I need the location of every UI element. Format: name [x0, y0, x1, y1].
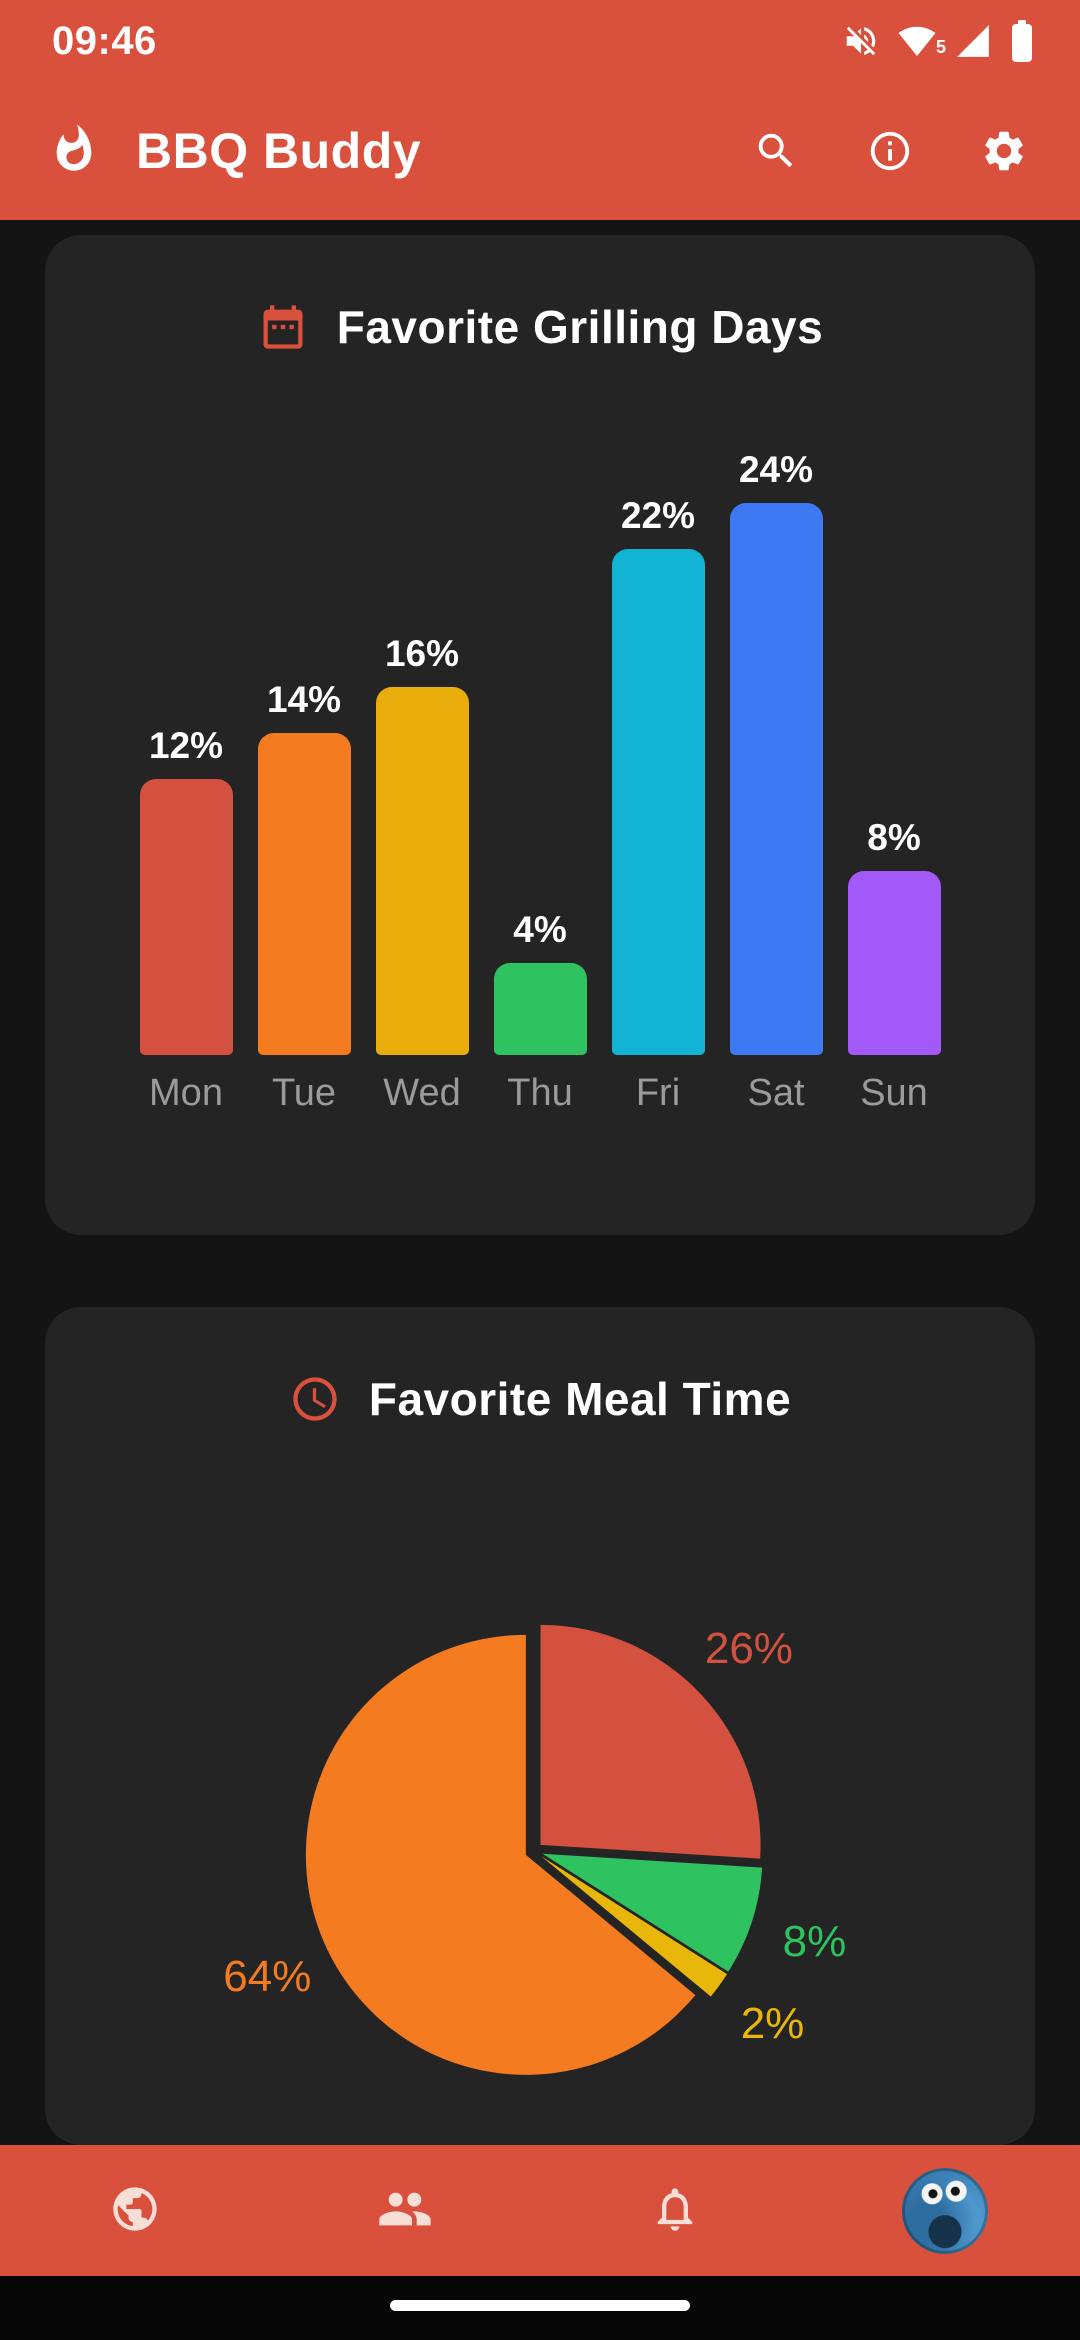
- bar-value-label: 22%: [620, 495, 696, 536]
- bar: [611, 549, 705, 1055]
- main-content: Favorite Grilling Days 12% Mon 14% Tue 16% We…: [0, 220, 1080, 2145]
- bar-category-label: Sat: [747, 1072, 805, 1114]
- grilling-days-title-text: Favorite Grilling Days: [336, 301, 824, 353]
- pie-slice: [305, 1634, 696, 2075]
- bar-chart: 12% Mon 14% Tue 16% Wed 4% Thu 22% Fri 24% Sat 8% Sun: [45, 449, 1035, 1115]
- grilling-days-card-title: Favorite Grilling Days: [45, 301, 1035, 353]
- settings-button[interactable]: [976, 123, 1032, 179]
- bottom-nav: [0, 2145, 1080, 2276]
- status-bar: 09:46 5: [0, 0, 1080, 82]
- battery-icon: [1010, 20, 1034, 62]
- globe-icon: [109, 2183, 161, 2238]
- bar-value-label: 4%: [513, 909, 567, 950]
- bar: [139, 779, 233, 1055]
- gear-icon: [980, 127, 1028, 175]
- bar-category-label: Thu: [507, 1072, 573, 1114]
- bell-icon: [649, 2183, 701, 2238]
- bar-category-label: Fri: [635, 1072, 681, 1114]
- bar-category-label: Mon: [149, 1072, 223, 1114]
- gesture-area: [0, 2276, 1080, 2340]
- nav-notifications-button[interactable]: [540, 2145, 810, 2276]
- meal-time-title-text: Favorite Meal Time: [368, 1373, 792, 1425]
- home-indicator[interactable]: [390, 2300, 690, 2311]
- pie-slice-label: 26%: [704, 1624, 793, 1674]
- avatar: [902, 2167, 988, 2254]
- bar: [375, 687, 469, 1055]
- volume-muted-icon: [842, 22, 880, 60]
- app-bar-actions: [748, 123, 1032, 179]
- bar-column-mon: 12% Mon: [139, 725, 233, 1115]
- wifi-generation-badge: 5: [935, 37, 946, 57]
- wifi-icon: 5: [898, 22, 946, 60]
- bar: [847, 871, 941, 1055]
- status-time: 09:46: [52, 18, 157, 63]
- bar-column-tue: 14% Tue: [257, 679, 351, 1115]
- clock-icon: [289, 1373, 341, 1425]
- info-button[interactable]: [862, 123, 918, 179]
- pie-svg: [305, 1624, 763, 2075]
- people-icon: [377, 2181, 433, 2240]
- grilling-days-card: Favorite Grilling Days 12% Mon 14% Tue 16% We…: [45, 235, 1035, 1235]
- bar: [493, 963, 587, 1055]
- meal-time-card-title: Favorite Meal Time: [45, 1373, 1035, 1425]
- bar-category-label: Wed: [383, 1072, 461, 1114]
- pie-slice-label: 8%: [782, 1917, 847, 1967]
- bar: [729, 503, 823, 1055]
- nav-community-button[interactable]: [270, 2145, 540, 2276]
- nav-explore-button[interactable]: [0, 2145, 270, 2276]
- bar: [257, 733, 351, 1055]
- meal-time-card: Favorite Meal Time 26% 8% 2% 64%: [45, 1307, 1035, 2145]
- nav-profile-button[interactable]: [810, 2145, 1080, 2276]
- pie-slice-label: 2%: [740, 1999, 805, 2049]
- app-title: BBQ Buddy: [136, 123, 422, 179]
- bar-category-label: Tue: [271, 1072, 337, 1114]
- bar-value-label: 24%: [738, 449, 814, 490]
- search-button[interactable]: [748, 123, 804, 179]
- bar-column-wed: 16% Wed: [375, 633, 469, 1115]
- search-icon: [753, 128, 799, 174]
- info-icon: [867, 128, 913, 174]
- pie-slice-label: 64%: [223, 1951, 312, 2001]
- pie-slice: [541, 1856, 728, 1997]
- bar-value-label: 16%: [384, 633, 460, 674]
- bar-column-sat: 24% Sat: [729, 449, 823, 1115]
- bar-value-label: 8%: [867, 817, 921, 858]
- pie-chart: 26% 8% 2% 64%: [45, 1425, 1035, 2145]
- flame-icon: [48, 123, 100, 180]
- pie-slice: [540, 1624, 761, 1859]
- bar-column-fri: 22% Fri: [611, 495, 705, 1115]
- bar-column-sun: 8% Sun: [847, 817, 941, 1115]
- app-title-group: BBQ Buddy: [48, 122, 421, 180]
- app-bar: BBQ Buddy: [0, 82, 1080, 220]
- bar-column-thu: 4% Thu: [493, 909, 587, 1115]
- bar-category-label: Sun: [860, 1072, 928, 1114]
- pie-slice: [542, 1853, 763, 1972]
- calendar-icon: [257, 301, 309, 353]
- bar-value-label: 14%: [266, 679, 342, 720]
- status-icons: 5: [842, 20, 1034, 62]
- cellular-signal-icon: [954, 22, 992, 60]
- bar-value-label: 12%: [148, 725, 224, 766]
